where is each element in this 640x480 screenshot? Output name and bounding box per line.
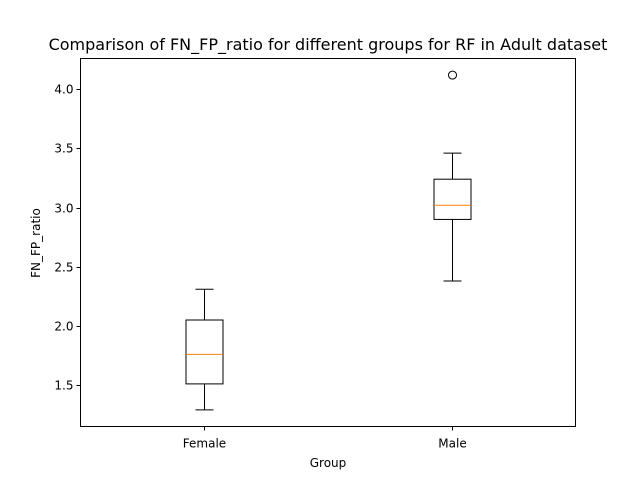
boxes [185,70,472,411]
y-tick-label: 3.5 [54,142,73,156]
x-tick-label: Male [438,437,466,451]
iqr-box [433,178,472,220]
iqr-box [185,319,224,385]
box-female [185,288,224,411]
y-tick-label: 1.5 [54,379,73,393]
x-axis-title: Group [310,456,347,470]
y-tick-label: 2.5 [54,261,73,275]
x-axis: Female Male [183,426,467,451]
chart-title: Comparison of FN_FP_ratio for different … [49,35,608,55]
y-tick-label: 2.0 [54,320,73,334]
y-tick-label: 4.0 [54,83,73,97]
plot-area [80,58,576,427]
y-axis-title: FN_FP_ratio [29,208,43,278]
y-axis: 1.5 2.0 2.5 3.0 3.5 4.0 [54,83,81,393]
y-tick-label: 3.0 [54,202,73,216]
box-male [433,70,472,282]
x-tick-label: Female [183,437,226,451]
outlier-point [448,70,457,80]
